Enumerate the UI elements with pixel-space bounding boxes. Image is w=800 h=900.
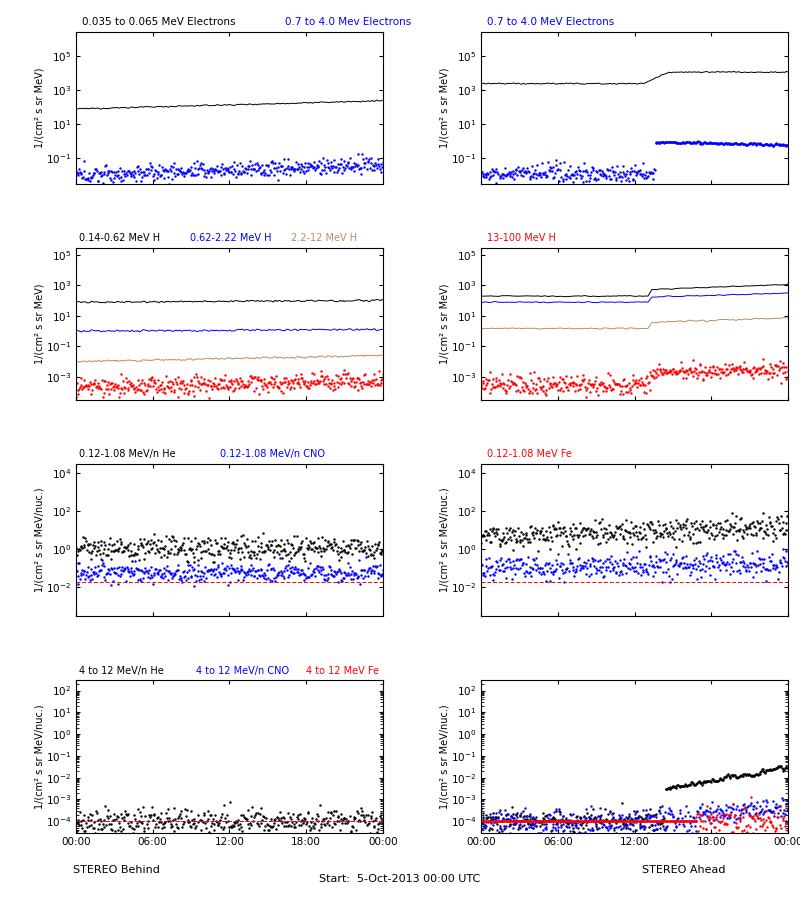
Text: 0.12-1.08 MeV Fe: 0.12-1.08 MeV Fe	[487, 449, 572, 459]
Text: 0.035 to 0.065 MeV Electrons: 0.035 to 0.065 MeV Electrons	[82, 17, 236, 27]
Y-axis label: 1/(cm² s sr MeV): 1/(cm² s sr MeV)	[439, 68, 450, 148]
Text: 4 to 12 MeV/n CNO: 4 to 12 MeV/n CNO	[196, 666, 289, 676]
Y-axis label: 1/(cm² s sr MeV/nuc.): 1/(cm² s sr MeV/nuc.)	[439, 704, 450, 809]
Y-axis label: 1/(cm² s sr MeV): 1/(cm² s sr MeV)	[34, 284, 44, 364]
Text: STEREO Behind: STEREO Behind	[73, 865, 159, 875]
Text: STEREO Ahead: STEREO Ahead	[642, 865, 726, 875]
Text: 0.62-2.22 MeV H: 0.62-2.22 MeV H	[190, 233, 271, 243]
Text: 0.14-0.62 MeV H: 0.14-0.62 MeV H	[79, 233, 160, 243]
Text: 0.12-1.08 MeV/n CNO: 0.12-1.08 MeV/n CNO	[220, 449, 326, 459]
Text: 2.2-12 MeV H: 2.2-12 MeV H	[291, 233, 357, 243]
Y-axis label: 1/(cm² s sr MeV): 1/(cm² s sr MeV)	[34, 68, 44, 148]
Text: 13-100 MeV H: 13-100 MeV H	[487, 233, 556, 243]
Y-axis label: 1/(cm² s sr MeV/nuc.): 1/(cm² s sr MeV/nuc.)	[34, 704, 44, 809]
Y-axis label: 1/(cm² s sr MeV/nuc.): 1/(cm² s sr MeV/nuc.)	[34, 488, 45, 592]
Text: Start:  5-Oct-2013 00:00 UTC: Start: 5-Oct-2013 00:00 UTC	[319, 874, 481, 884]
Text: 0.7 to 4.0 Mev Electrons: 0.7 to 4.0 Mev Electrons	[285, 17, 411, 27]
Y-axis label: 1/(cm² s sr MeV): 1/(cm² s sr MeV)	[439, 284, 450, 364]
Text: 0.12-1.08 MeV/n He: 0.12-1.08 MeV/n He	[79, 449, 176, 459]
Text: 0.7 to 4.0 MeV Electrons: 0.7 to 4.0 MeV Electrons	[487, 17, 614, 27]
Y-axis label: 1/(cm² s sr MeV/nuc.): 1/(cm² s sr MeV/nuc.)	[440, 488, 450, 592]
Text: 4 to 12 MeV Fe: 4 to 12 MeV Fe	[306, 666, 379, 676]
Text: 4 to 12 MeV/n He: 4 to 12 MeV/n He	[79, 666, 164, 676]
